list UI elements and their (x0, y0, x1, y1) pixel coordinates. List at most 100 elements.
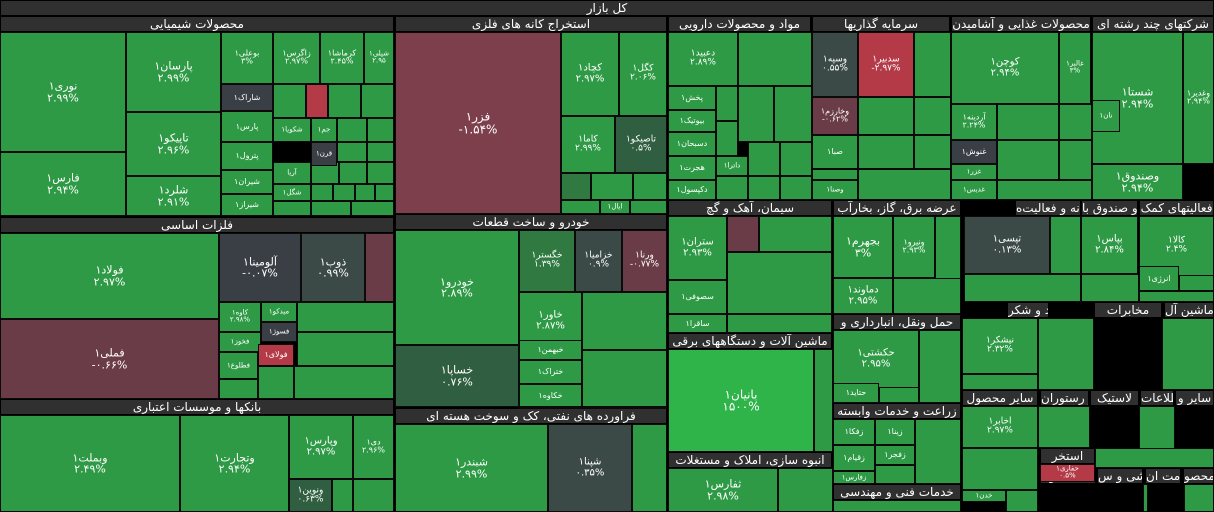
stock-tile-small[interactable] (997, 104, 1059, 140)
stock-tile-small[interactable] (1059, 140, 1092, 180)
stock-tile[interactable]: ساقرا۱ (668, 314, 727, 333)
stock-tile-small[interactable] (716, 121, 738, 156)
stock-tile-small[interactable] (561, 173, 591, 200)
stock-tile-small[interactable] (632, 424, 667, 512)
stock-tile[interactable]: بجهرم۱ ۳% (833, 216, 893, 278)
stock-tile-small[interactable] (1059, 104, 1092, 140)
stock-tile-small[interactable] (351, 201, 394, 216)
stock-tile[interactable]: جم۱ (311, 118, 337, 142)
stock-tile-small[interactable] (337, 142, 367, 162)
stock-tile[interactable]: خودرو۱ ۲.۸۹% (395, 230, 519, 345)
stock-tile-small[interactable] (337, 118, 367, 142)
stock-tile-small[interactable] (1006, 490, 1038, 512)
sector-header[interactable]: بیمه و صندوق با (1081, 200, 1138, 216)
stock-tile[interactable]: فزر۱ -۱.۵۴% (395, 32, 561, 214)
stock-tile[interactable]: زاگرس۱ ۲.۹۷% (273, 32, 320, 84)
stock-tile[interactable]: نان۱ (1092, 100, 1120, 132)
stock-tile[interactable]: وبملت۱ ۲.۴۹% (0, 415, 180, 512)
stock-tile-small[interactable] (591, 173, 633, 200)
stock-tile-small[interactable] (311, 201, 351, 216)
sector-header[interactable]: ماشین آل (1164, 302, 1214, 318)
sector-header[interactable]: فلزات اساسی (0, 217, 394, 233)
sector-header[interactable]: مخابرات (1094, 302, 1162, 318)
stock-tile[interactable]: ثفارس۱ ۲.۹۸% (668, 468, 778, 512)
stock-tile[interactable]: شگل۱ (273, 184, 311, 201)
stock-tile[interactable]: غزر۱ (951, 164, 997, 180)
stock-tile-small[interactable] (1184, 484, 1214, 512)
stock-tile[interactable]: بیوتیک۱ (668, 110, 716, 132)
sector-header[interactable]: اطلاعات (1140, 390, 1174, 406)
sector-header[interactable]: زراعت و خدمات وابسته (833, 403, 961, 419)
stock-tile[interactable]: آلومینا۱ -۰.۰۷% (219, 233, 301, 302)
stock-tile-small[interactable] (361, 84, 394, 118)
sector-header[interactable]: استخر (1040, 448, 1095, 464)
stock-tile[interactable]: ذوب۱ ۰.۹۹% (301, 233, 365, 302)
stock-tile-small[interactable] (964, 274, 1081, 302)
stock-tile[interactable]: خکاوه۱ (519, 384, 582, 407)
stock-tile-small[interactable] (297, 302, 394, 332)
stock-tile[interactable]: فولاد۱ ۲.۹۷% (0, 233, 219, 319)
sector-header[interactable]: استخراج کانه های فلزی (395, 16, 667, 32)
stock-tile[interactable]: نوری۱ ۲.۹۹% (0, 32, 126, 152)
stock-tile-small[interactable] (914, 97, 951, 135)
stock-tile-small[interactable] (774, 86, 812, 142)
stock-tile-small[interactable] (294, 366, 394, 399)
stock-tile-small[interactable] (759, 216, 832, 252)
stock-tile[interactable]: زفارس۱ (833, 471, 875, 484)
stock-tile-small[interactable] (1162, 318, 1214, 390)
sector-header[interactable]: مواد و محصولات دارویی (668, 16, 811, 32)
stock-tile-small[interactable] (812, 169, 858, 180)
stock-tile[interactable]: دسبحان۱ (668, 132, 716, 156)
stock-tile-small[interactable] (367, 142, 394, 162)
stock-tile[interactable]: وتجارت۱ ۲.۹۴% (180, 415, 289, 512)
stock-tile-small[interactable] (367, 118, 394, 142)
sector-header[interactable]: عرضه برق، گاز، بخارآب (833, 200, 961, 216)
stock-tile-small[interactable] (778, 468, 833, 512)
sector-header[interactable]: سیمان، آهک و گچ (668, 200, 832, 216)
stock-tile-small[interactable] (1095, 448, 1214, 468)
sector-header[interactable]: بانکها و موسسات اعتباری (0, 399, 394, 415)
stock-tile-small[interactable] (219, 379, 258, 399)
stock-tile[interactable]: آردینه۱ ۲.۲۴% (951, 104, 997, 140)
sector-header[interactable]: قند و شکر (1007, 302, 1049, 318)
sector-header[interactable]: محصولات غذایی و آشامیدن (951, 16, 1091, 32)
stock-tile[interactable]: دی۱ ۲.۹۶% (353, 415, 394, 479)
stock-tile-small[interactable] (306, 84, 328, 118)
sector-header[interactable]: رایانه و فعالیت‌ه (1015, 200, 1081, 216)
stock-tile[interactable]: پخش۱ (668, 86, 716, 110)
stock-tile[interactable]: غدیس۱ (951, 180, 997, 200)
stock-tile-small[interactable] (893, 278, 961, 314)
sector-header[interactable]: هتل و رستوران (1040, 390, 1089, 406)
sector-header[interactable]: محصو (1183, 468, 1214, 484)
stock-tile[interactable]: زینا۱ (875, 419, 915, 445)
stock-tile[interactable]: شاراک۱ (221, 84, 273, 111)
sector-header[interactable]: محصولات شیمیایی (0, 16, 394, 32)
stock-tile-small[interactable] (582, 350, 667, 407)
stock-tile[interactable]: شستا۱ ۲.۹۴% (1092, 32, 1183, 164)
sector-header[interactable]: فعالیتهای کمک (1139, 200, 1214, 216)
stock-tile[interactable]: حکشتی۱ ۲.۹۵% (833, 330, 919, 388)
stock-tile[interactable]: فولای۱ (258, 344, 294, 366)
stock-tile-small[interactable] (914, 32, 951, 97)
sector-header[interactable]: سلامت ان (1145, 468, 1181, 484)
stock-tile[interactable]: داترا۱ (716, 156, 748, 176)
stock-tile[interactable]: فخوز۱ (219, 332, 261, 352)
stock-tile[interactable]: شیران۱ (221, 170, 273, 194)
stock-tile-small[interactable] (1038, 318, 1094, 390)
stock-tile-small[interactable] (858, 135, 914, 169)
stock-tile-small[interactable] (833, 500, 961, 512)
stock-tile-small[interactable] (1139, 291, 1214, 302)
stock-tile-small[interactable] (919, 330, 961, 403)
stock-tile[interactable]: آریا (273, 162, 311, 184)
stock-tile-small[interactable] (333, 184, 355, 201)
stock-tile[interactable]: وپارس۱ ۲.۹۷% (289, 415, 353, 479)
stock-tile[interactable]: هجرت۱ (668, 156, 716, 180)
stock-tile-small[interactable] (1050, 216, 1081, 274)
stock-tile[interactable]: بوعلی۱ ۳% (221, 32, 273, 84)
stock-tile-small[interactable] (1038, 406, 1090, 448)
stock-tile-small[interactable] (727, 314, 832, 333)
stock-tile[interactable]: پارس۱ (221, 111, 273, 142)
stock-tile-small[interactable] (630, 200, 667, 214)
stock-tile[interactable]: فطلوع۱ (219, 352, 258, 379)
stock-tile-small[interactable] (780, 176, 812, 200)
